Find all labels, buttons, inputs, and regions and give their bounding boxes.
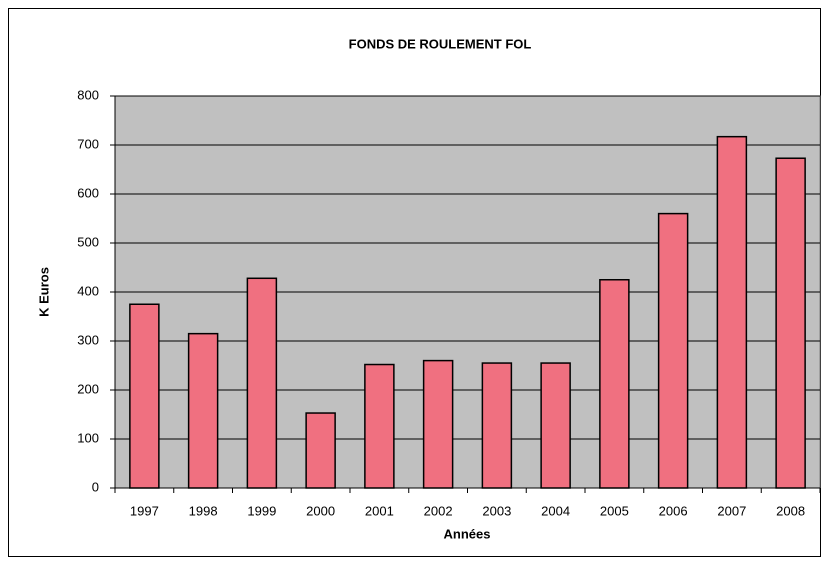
- bar: [364, 363, 395, 489]
- bar: [422, 359, 454, 489]
- y-tick-label: 400: [77, 283, 99, 298]
- bar: [540, 362, 571, 489]
- x-tick-label: 2001: [365, 503, 394, 518]
- bar: [716, 135, 748, 489]
- x-tick-label: 2007: [717, 503, 746, 518]
- y-tick-label: 600: [77, 185, 99, 200]
- x-tick-label: 1998: [189, 503, 218, 518]
- chart-title: FONDS DE ROULEMENT FOL: [349, 36, 532, 51]
- bar: [187, 332, 219, 489]
- y-tick-label: 0: [92, 479, 99, 494]
- bar: [305, 412, 336, 489]
- bar: [599, 279, 630, 489]
- y-tick-label: 200: [77, 381, 99, 396]
- bar: [775, 157, 806, 489]
- bar: [481, 362, 513, 489]
- x-tick-label: 1999: [247, 503, 276, 518]
- x-tick-label: 2003: [482, 503, 511, 518]
- y-tick-label: 700: [77, 136, 99, 151]
- x-tick-label: 2008: [776, 503, 805, 518]
- bar: [129, 303, 160, 489]
- bar: [657, 212, 689, 489]
- x-tick-label: 2005: [600, 503, 629, 518]
- x-tick-label: 2002: [424, 503, 453, 518]
- y-tick-label: 300: [77, 332, 99, 347]
- x-tick-label: 2004: [541, 503, 570, 518]
- x-tick-label: 2000: [306, 503, 335, 518]
- y-tick-label: 800: [77, 87, 99, 102]
- bar: [246, 277, 278, 489]
- y-axis-label: K Euros: [36, 267, 51, 317]
- y-tick-label: 500: [77, 234, 99, 249]
- x-tick-label: 2006: [659, 503, 688, 518]
- x-tick-label: 1997: [130, 503, 159, 518]
- y-tick-label: 100: [77, 430, 99, 445]
- x-axis-label: Années: [444, 526, 491, 541]
